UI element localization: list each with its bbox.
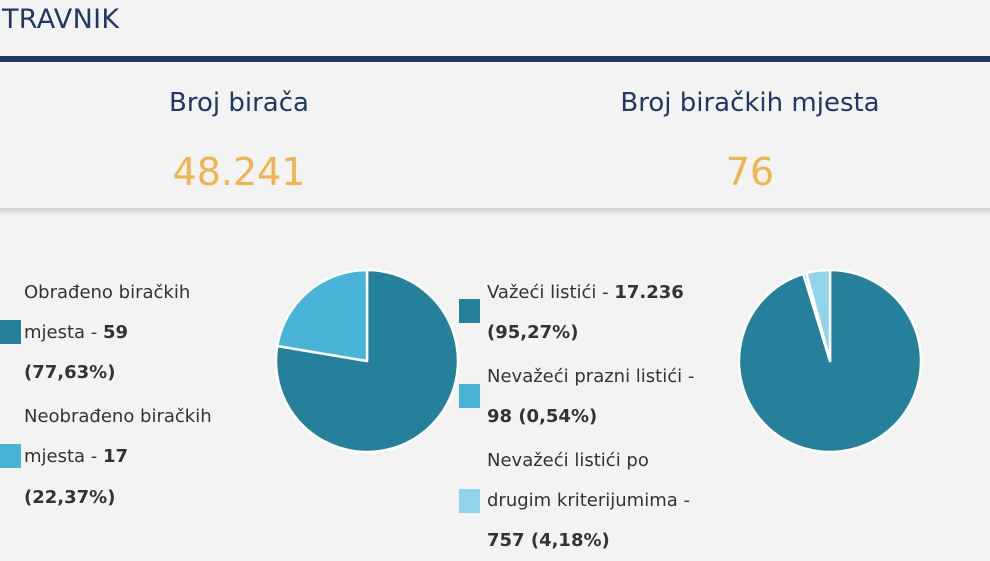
legend-value-blank: 98 (0,54%) — [487, 406, 598, 427]
legend-value-other-invalid: 757 (4,18%) — [487, 530, 610, 551]
panel-shadow — [0, 208, 990, 216]
legend-swatch-valid — [459, 299, 480, 323]
polling-places-value: 76 — [725, 150, 775, 194]
legend-label-unprocessed: Neobrađeno biračkih — [24, 406, 212, 427]
stats-panel: Broj birača 48.241 Broj biračkih mjesta … — [0, 62, 990, 208]
ballots-pie-chart — [737, 268, 923, 454]
legend-detail-unprocessed: mjesta - 17 — [24, 446, 129, 467]
pie-slice-unprocessed — [275, 268, 369, 363]
legend-swatch-other-invalid — [459, 489, 480, 513]
legend-percent-unprocessed: (22,37%) — [24, 487, 116, 508]
legend-label-blank: Nevažeći prazni listići - — [487, 366, 695, 387]
pie-slice-other-invalid — [805, 268, 832, 363]
legend-swatch-processed — [0, 320, 21, 344]
legend-percent-valid: (95,27%) — [487, 322, 579, 343]
processed-pie-chart — [274, 268, 460, 454]
legend-label-other-invalid: Nevažeći listići po — [487, 450, 649, 471]
legend-label-other-invalid-2: drugim kriterijumima - — [487, 490, 691, 511]
header-rule — [0, 56, 990, 62]
voters-value: 48.241 — [172, 150, 306, 194]
legend-detail-processed: mjesta - 59 — [24, 322, 129, 343]
voters-label: Broj birača — [169, 88, 309, 118]
legend-percent-processed: (77,63%) — [24, 362, 116, 383]
page-title: TRAVNIK — [2, 4, 120, 35]
legend-swatch-unprocessed — [0, 444, 21, 468]
legend-swatch-blank — [459, 384, 480, 408]
legend-label-valid: Važeći listići - 17.236 — [487, 282, 684, 303]
polling-places-label: Broj biračkih mjesta — [620, 88, 880, 118]
legend-label-processed: Obrađeno biračkih — [24, 282, 191, 303]
